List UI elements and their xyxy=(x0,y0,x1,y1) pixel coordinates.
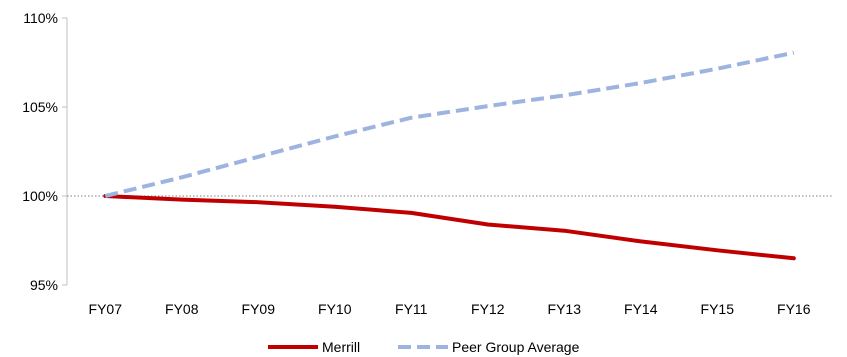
series-lines xyxy=(103,50,796,261)
x-tick-label: FY07 xyxy=(89,301,123,317)
y-tick-label: 105% xyxy=(22,99,58,115)
legend: Merrill Peer Group Average xyxy=(268,339,580,355)
y-tick-label: 95% xyxy=(30,277,58,293)
series-line-merrill xyxy=(103,194,796,261)
y-tick-label: 100% xyxy=(22,188,58,204)
x-tick-label: FY11 xyxy=(395,301,428,317)
y-tick-label: 110% xyxy=(23,10,58,26)
x-tick-label: FY14 xyxy=(624,301,658,317)
x-tick-label: FY10 xyxy=(318,301,352,317)
y-axis: 95% 100% 105% 110% xyxy=(22,10,67,293)
legend-label-peer-group-average: Peer Group Average xyxy=(452,339,580,355)
x-axis: FY07 FY08 FY09 FY10 FY11 FY12 FY13 FY14 FY15 FY16 xyxy=(89,301,811,317)
x-tick-label: FY08 xyxy=(165,301,199,317)
series-line-peer-group-average xyxy=(104,50,795,198)
legend-label-merrill: Merrill xyxy=(322,339,360,355)
x-tick-label: FY12 xyxy=(471,301,505,317)
x-tick-label: FY13 xyxy=(548,301,582,317)
x-tick-label: FY16 xyxy=(777,301,811,317)
x-tick-label: FY09 xyxy=(242,301,276,317)
x-tick-label: FY15 xyxy=(701,301,735,317)
